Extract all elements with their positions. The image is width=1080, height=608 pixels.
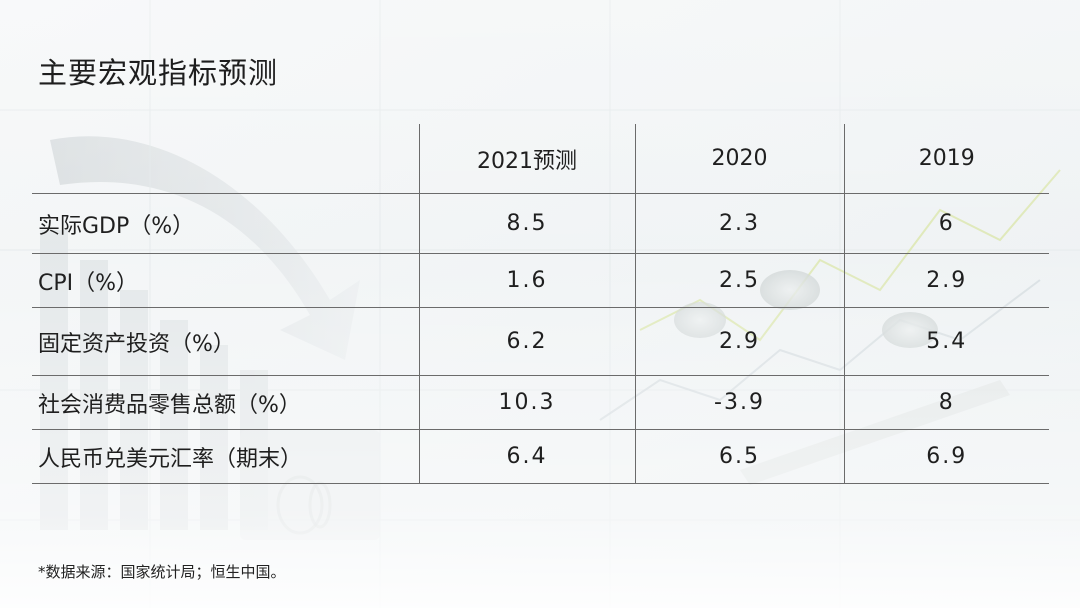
cell-2021: 6.4 [418, 429, 635, 484]
header-2021-forecast: 2021预测 [418, 124, 635, 194]
indicator-table: 2021预测 2020 2019 实际GDP（%） 8.5 2.3 6 CPI（… [32, 124, 1049, 484]
table-header-row: 2021预测 2020 2019 [32, 124, 1049, 194]
row-label: 实际GDP（%） [38, 213, 195, 239]
cell-2020: 2.5 [634, 253, 844, 308]
cell-2019: 2.9 [843, 253, 1049, 308]
cell-2021: 6.2 [418, 307, 635, 376]
cell-2020: 6.5 [634, 429, 844, 484]
header-label-column [32, 124, 419, 194]
page-title: 主要宏观指标预测 [38, 56, 279, 90]
row-label: CPI（%） [38, 270, 139, 296]
cell-2019: 6 [843, 193, 1049, 254]
cell-2021: 10.3 [418, 375, 635, 430]
header-2020: 2020 [634, 124, 844, 194]
table-row: 固定资产投资（%） 6.2 2.9 5.4 [32, 307, 1049, 376]
table-row: 实际GDP（%） 8.5 2.3 6 [32, 193, 1049, 254]
table-row: CPI（%） 1.6 2.5 2.9 [32, 253, 1049, 308]
cell-2021: 8.5 [418, 193, 635, 254]
table-row: 人民币兑美元汇率（期末） 6.4 6.5 6.9 [32, 429, 1049, 484]
cell-2019: 8 [843, 375, 1049, 430]
indicator-table-container: 2021预测 2020 2019 实际GDP（%） 8.5 2.3 6 CPI（… [32, 124, 1049, 484]
header-2019: 2019 [843, 124, 1049, 194]
cell-2021: 1.6 [418, 253, 635, 308]
row-label: 社会消费品零售总额（%） [38, 392, 301, 418]
row-label: 固定资产投资（%） [38, 331, 235, 357]
cell-2020: 2.3 [634, 193, 844, 254]
cell-2019: 6.9 [843, 429, 1049, 484]
data-source-footnote: *数据来源：国家统计局；恒生中国。 [38, 563, 286, 581]
cell-2019: 5.4 [843, 307, 1049, 376]
cell-2020: -3.9 [634, 375, 844, 430]
table-row: 社会消费品零售总额（%） 10.3 -3.9 8 [32, 375, 1049, 430]
row-label: 人民币兑美元汇率（期末） [38, 446, 303, 472]
cell-2020: 2.9 [634, 307, 844, 376]
